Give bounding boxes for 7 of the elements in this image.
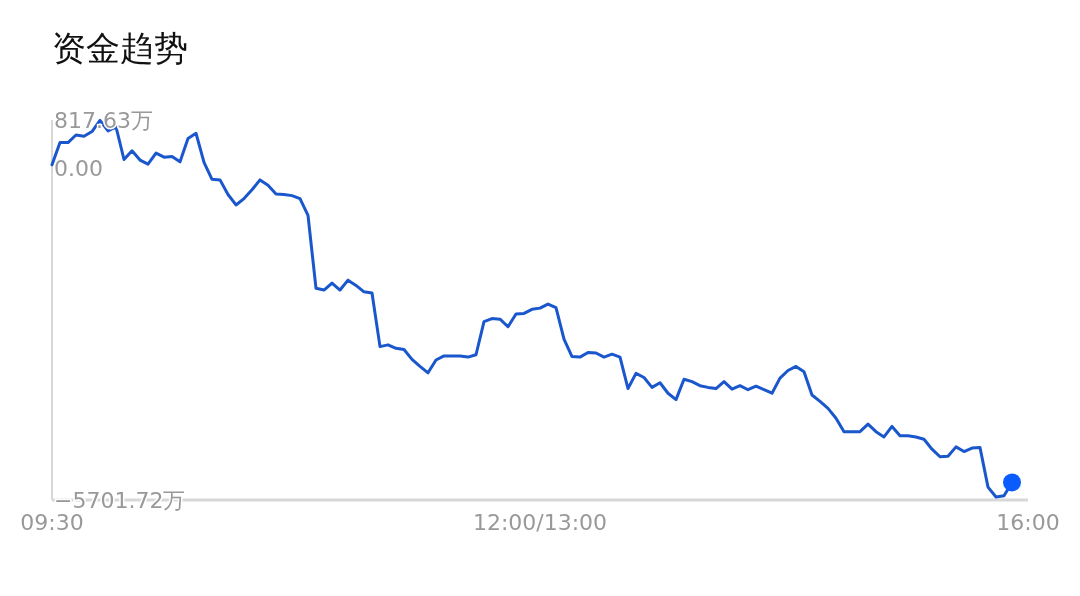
y-tick-label: 817.63万 bbox=[54, 108, 153, 133]
y-tick-label: −5701.72万 bbox=[54, 488, 186, 513]
chart-title: 资金趋势 bbox=[52, 28, 188, 68]
x-tick-label: 16:00 bbox=[996, 510, 1060, 535]
x-tick-label: 12:00/13:00 bbox=[472, 510, 608, 535]
y-tick-label: 0.00 bbox=[54, 155, 103, 181]
x-tick-label: 09:30 bbox=[20, 510, 84, 535]
